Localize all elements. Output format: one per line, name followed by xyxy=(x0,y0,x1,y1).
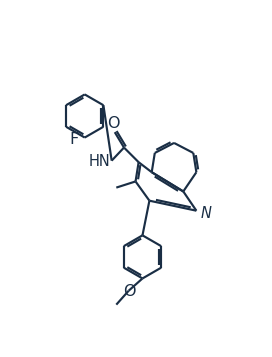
Text: N: N xyxy=(200,206,211,221)
Text: O: O xyxy=(123,284,136,299)
Text: O: O xyxy=(107,116,119,131)
Text: F: F xyxy=(69,132,79,147)
Text: HN: HN xyxy=(88,154,110,169)
